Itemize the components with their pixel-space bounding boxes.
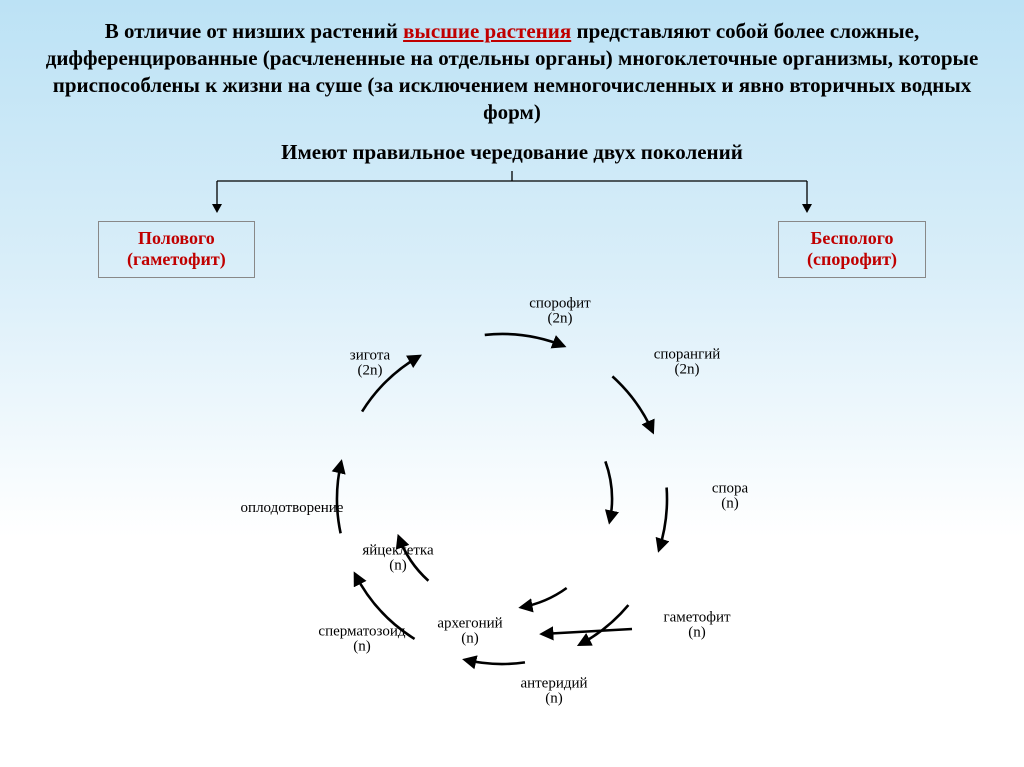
cycle-node-outer-6: оплодотворение <box>241 501 344 517</box>
cycle-node-inner-0: архегоний(n) <box>437 616 502 648</box>
branch-right-l2: (спорофит) <box>807 249 897 271</box>
branch-right-l1: Бесполого <box>807 228 897 250</box>
branch-connector <box>127 165 897 221</box>
heading-highlight: высшие растения <box>403 19 571 43</box>
cycle-diagram: спорофит(2n) спорангий(2n) спора(n) гаметоф… <box>202 284 822 714</box>
cycle-node-outer-2: спора(n) <box>712 481 748 513</box>
main-heading: В отличие от низших растений высшие раст… <box>28 18 996 126</box>
cycle-node-outer-0: спорофит(2n) <box>529 296 591 328</box>
cycle-node-outer-3: гаметофит(n) <box>663 610 730 642</box>
branch-left: Полового (гаметофит) <box>98 221 255 278</box>
cycle-node-outer-5: сперматозоид(n) <box>318 624 405 656</box>
heading-before: В отличие от низших растений <box>105 19 403 43</box>
cycle-node-inner-1: яйцеклетка(n) <box>362 543 433 575</box>
branch-left-l1: Полового <box>127 228 226 250</box>
cycle-node-outer-4: антеридий(n) <box>520 676 587 708</box>
cycle-node-outer-1: спорангий(2n) <box>654 347 721 379</box>
cycle-node-outer-7: зигота(2n) <box>350 348 390 380</box>
branch-boxes: Полового (гаметофит) Бесполого (спорофит… <box>98 221 926 278</box>
subheading: Имеют правильное чередование двух поколе… <box>28 140 996 165</box>
branch-left-l2: (гаметофит) <box>127 249 226 271</box>
branch-right: Бесполого (спорофит) <box>778 221 926 278</box>
